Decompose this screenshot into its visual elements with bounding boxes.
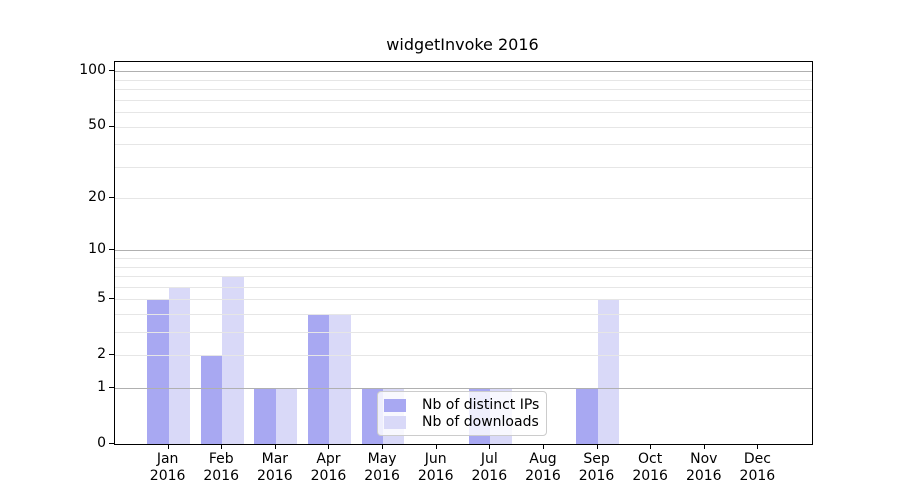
x-tick-label-jun: Jun 2016 [417,451,454,484]
x-tick-mark-aug [542,444,544,449]
x-tick-label-nov: Nov 2016 [685,451,722,484]
x-tick-label-sep: Sep 2016 [578,451,615,484]
y-tick-label-50: 50 [88,117,106,134]
minor-gridline-4 [115,314,812,316]
x-tick-label-may: May 2016 [364,451,400,484]
minor-gridline-7 [115,276,812,278]
y-tick-label-10: 10 [88,240,106,257]
y-tick-label-0: 0 [97,434,106,451]
bar-downloads-sep [597,299,619,444]
bar-distinct-ips-apr [308,314,330,444]
bar-distinct-ips-jan [147,299,169,444]
y-tick-mark-100 [109,70,114,72]
bar-downloads-apr [329,314,351,444]
minor-gridline-60 [115,112,812,114]
x-tick-mark-jul [489,444,491,449]
y-tick-mark-0 [109,443,114,444]
y-tick-label-20: 20 [88,188,106,205]
minor-gridline-40 [115,144,812,146]
minor-gridline-2 [115,355,812,357]
x-tick-label-apr: Apr 2016 [310,451,347,484]
x-tick-label-aug: Aug 2016 [525,451,561,484]
minor-gridline-5 [115,299,812,301]
major-gridline-10 [115,250,812,252]
x-tick-mark-jun [435,444,437,449]
minor-gridline-3 [115,332,812,334]
x-tick-mark-apr [328,444,330,449]
minor-gridline-50 [115,126,812,128]
x-tick-mark-jan [167,444,169,449]
major-gridline-100 [115,71,812,73]
x-tick-mark-mar [274,444,276,449]
y-tick-mark-2 [109,354,114,356]
y-tick-mark-50 [109,125,114,127]
bar-distinct-ips-sep [576,388,598,444]
minor-gridline-30 [115,166,812,168]
x-tick-mark-may [382,444,384,449]
y-tick-label-5: 5 [97,289,106,306]
legend-swatch-distinct-ips [384,399,406,412]
legend: Nb of distinct IPs Nb of downloads [377,391,547,436]
bar-downloads-mar [275,388,298,444]
minor-gridline-8 [115,266,812,268]
minor-gridline-9 [115,258,812,260]
bar-distinct-ips-feb [200,355,223,444]
x-tick-mark-nov [703,444,705,449]
y-tick-mark-10 [109,249,114,251]
y-tick-label-1: 1 [97,378,106,395]
y-tick-mark-20 [109,197,114,199]
bar-downloads-feb [222,276,244,444]
legend-swatch-downloads [384,416,406,429]
x-tick-mark-dec [757,444,759,449]
x-tick-label-mar: Mar 2016 [257,451,293,484]
plot-area [114,61,813,445]
y-tick-label-2: 2 [97,345,106,362]
x-tick-label-jan: Jan 2016 [149,451,186,484]
minor-gridline-80 [115,89,812,91]
minor-gridline-6 [115,286,812,288]
minor-gridline-90 [115,79,812,81]
minor-gridline-20 [115,198,812,200]
chart-title: widgetInvoke 2016 [386,35,539,54]
legend-row-downloads: Nb of downloads [384,414,539,430]
major-gridline-1 [115,388,812,390]
x-tick-label-jul: Jul 2016 [471,451,508,484]
legend-label-downloads: Nb of downloads [422,414,539,430]
x-tick-label-dec: Dec 2016 [739,451,776,484]
legend-row-distinct-ips: Nb of distinct IPs [384,397,540,413]
x-tick-mark-feb [221,444,223,449]
minor-gridline-70 [115,99,812,101]
y-tick-mark-5 [109,298,114,300]
x-tick-label-feb: Feb 2016 [203,451,240,484]
y-tick-label-100: 100 [79,61,106,78]
y-tick-mark-1 [109,387,114,389]
legend-label-distinct-ips: Nb of distinct IPs [422,397,540,413]
x-tick-mark-oct [650,444,652,449]
bar-distinct-ips-mar [254,388,276,444]
x-tick-label-oct: Oct 2016 [632,451,668,484]
bar-downloads-jan [168,286,190,444]
x-tick-mark-sep [596,444,598,449]
